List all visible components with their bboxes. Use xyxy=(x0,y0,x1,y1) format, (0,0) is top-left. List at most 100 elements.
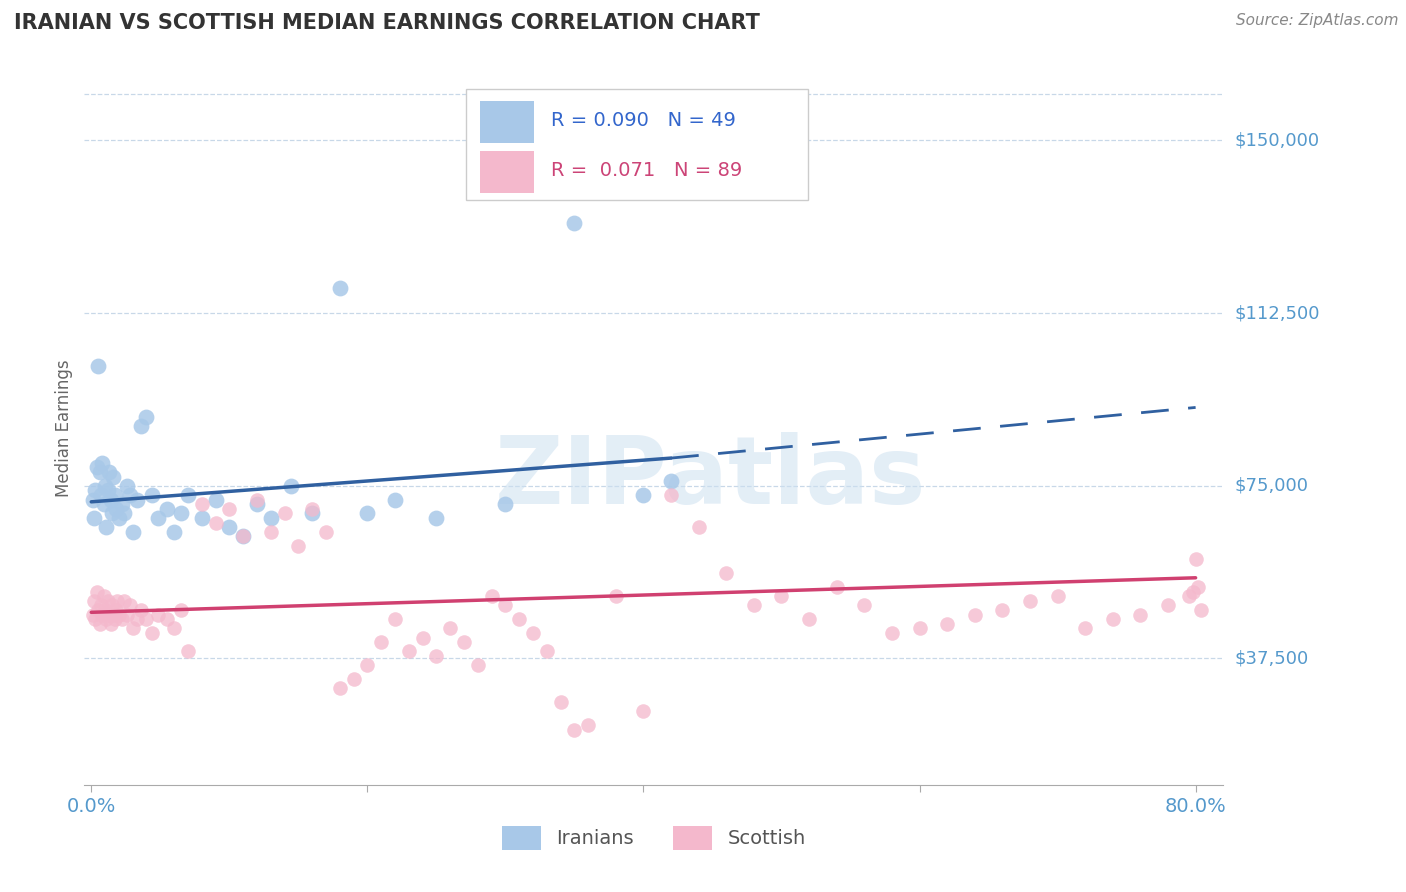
Point xyxy=(98,607,121,622)
Text: R =  0.071   N = 89: R = 0.071 N = 89 xyxy=(551,161,742,180)
Point xyxy=(170,506,193,520)
FancyBboxPatch shape xyxy=(465,89,807,200)
Point xyxy=(118,599,141,613)
Point xyxy=(494,497,516,511)
Point xyxy=(129,603,152,617)
Point xyxy=(439,622,461,636)
Point xyxy=(90,488,112,502)
Point xyxy=(103,469,125,483)
Text: $37,500: $37,500 xyxy=(1234,649,1309,667)
Point xyxy=(105,501,128,516)
Point xyxy=(550,695,572,709)
Point xyxy=(564,216,586,230)
Point xyxy=(633,488,655,502)
Point xyxy=(112,506,135,520)
Point xyxy=(141,626,163,640)
Point xyxy=(96,612,118,626)
Point xyxy=(370,635,392,649)
Point xyxy=(190,497,212,511)
Point xyxy=(146,607,169,622)
Point xyxy=(86,460,108,475)
Point xyxy=(481,589,503,603)
Point xyxy=(384,612,406,626)
Point xyxy=(536,644,558,658)
Point xyxy=(1129,607,1152,622)
Point xyxy=(576,718,599,732)
Point xyxy=(101,506,124,520)
Point xyxy=(342,672,364,686)
Point xyxy=(111,497,134,511)
Point xyxy=(86,584,108,599)
Point xyxy=(100,616,122,631)
Point xyxy=(1177,589,1199,603)
Point xyxy=(97,483,120,498)
Point xyxy=(384,492,406,507)
Point xyxy=(1187,580,1209,594)
Point xyxy=(87,359,110,373)
Point xyxy=(315,524,337,539)
Point xyxy=(84,483,107,498)
Text: R = 0.090   N = 49: R = 0.090 N = 49 xyxy=(551,112,737,130)
Legend: Iranians, Scottish: Iranians, Scottish xyxy=(494,818,814,857)
Point xyxy=(412,631,434,645)
Point xyxy=(880,626,903,640)
Point xyxy=(688,520,710,534)
Point xyxy=(90,599,112,613)
Point xyxy=(104,612,127,626)
Point xyxy=(163,622,186,636)
Point xyxy=(93,497,115,511)
Point xyxy=(170,603,193,617)
Point xyxy=(87,603,110,617)
Point xyxy=(716,566,738,581)
Point xyxy=(963,607,986,622)
Point xyxy=(190,511,212,525)
Point xyxy=(91,456,114,470)
Point xyxy=(115,607,138,622)
Point xyxy=(742,599,765,613)
Point xyxy=(94,479,117,493)
Point xyxy=(129,418,152,433)
Point xyxy=(453,635,475,649)
Point xyxy=(111,612,134,626)
Point xyxy=(135,612,157,626)
Point xyxy=(177,644,200,658)
Point xyxy=(163,524,186,539)
Point xyxy=(246,492,269,507)
Point xyxy=(218,520,240,534)
Point xyxy=(125,492,148,507)
Point xyxy=(112,594,135,608)
Point xyxy=(605,589,627,603)
Point xyxy=(853,599,876,613)
Point xyxy=(156,612,179,626)
Point xyxy=(508,612,530,626)
Text: ZIPatlas: ZIPatlas xyxy=(495,432,927,524)
Point xyxy=(118,488,141,502)
Point xyxy=(633,704,655,718)
Point xyxy=(97,594,120,608)
Point xyxy=(1189,603,1212,617)
Point xyxy=(356,506,378,520)
Point xyxy=(83,511,105,525)
Text: $75,000: $75,000 xyxy=(1234,476,1309,495)
Point xyxy=(356,658,378,673)
Point xyxy=(121,622,143,636)
Point xyxy=(1157,599,1180,613)
Point xyxy=(329,281,352,295)
Point xyxy=(146,511,169,525)
Point xyxy=(797,612,820,626)
Point xyxy=(108,511,131,525)
Text: $112,500: $112,500 xyxy=(1234,304,1320,322)
Point xyxy=(301,501,323,516)
Point xyxy=(659,488,682,502)
Point xyxy=(156,501,179,516)
Point xyxy=(177,488,200,502)
Point xyxy=(1181,584,1204,599)
Point xyxy=(260,511,283,525)
Point xyxy=(825,580,848,594)
Point xyxy=(467,658,489,673)
Point xyxy=(141,488,163,502)
Bar xyxy=(479,102,534,143)
Point xyxy=(204,516,226,530)
Point xyxy=(273,506,295,520)
Point xyxy=(908,622,931,636)
